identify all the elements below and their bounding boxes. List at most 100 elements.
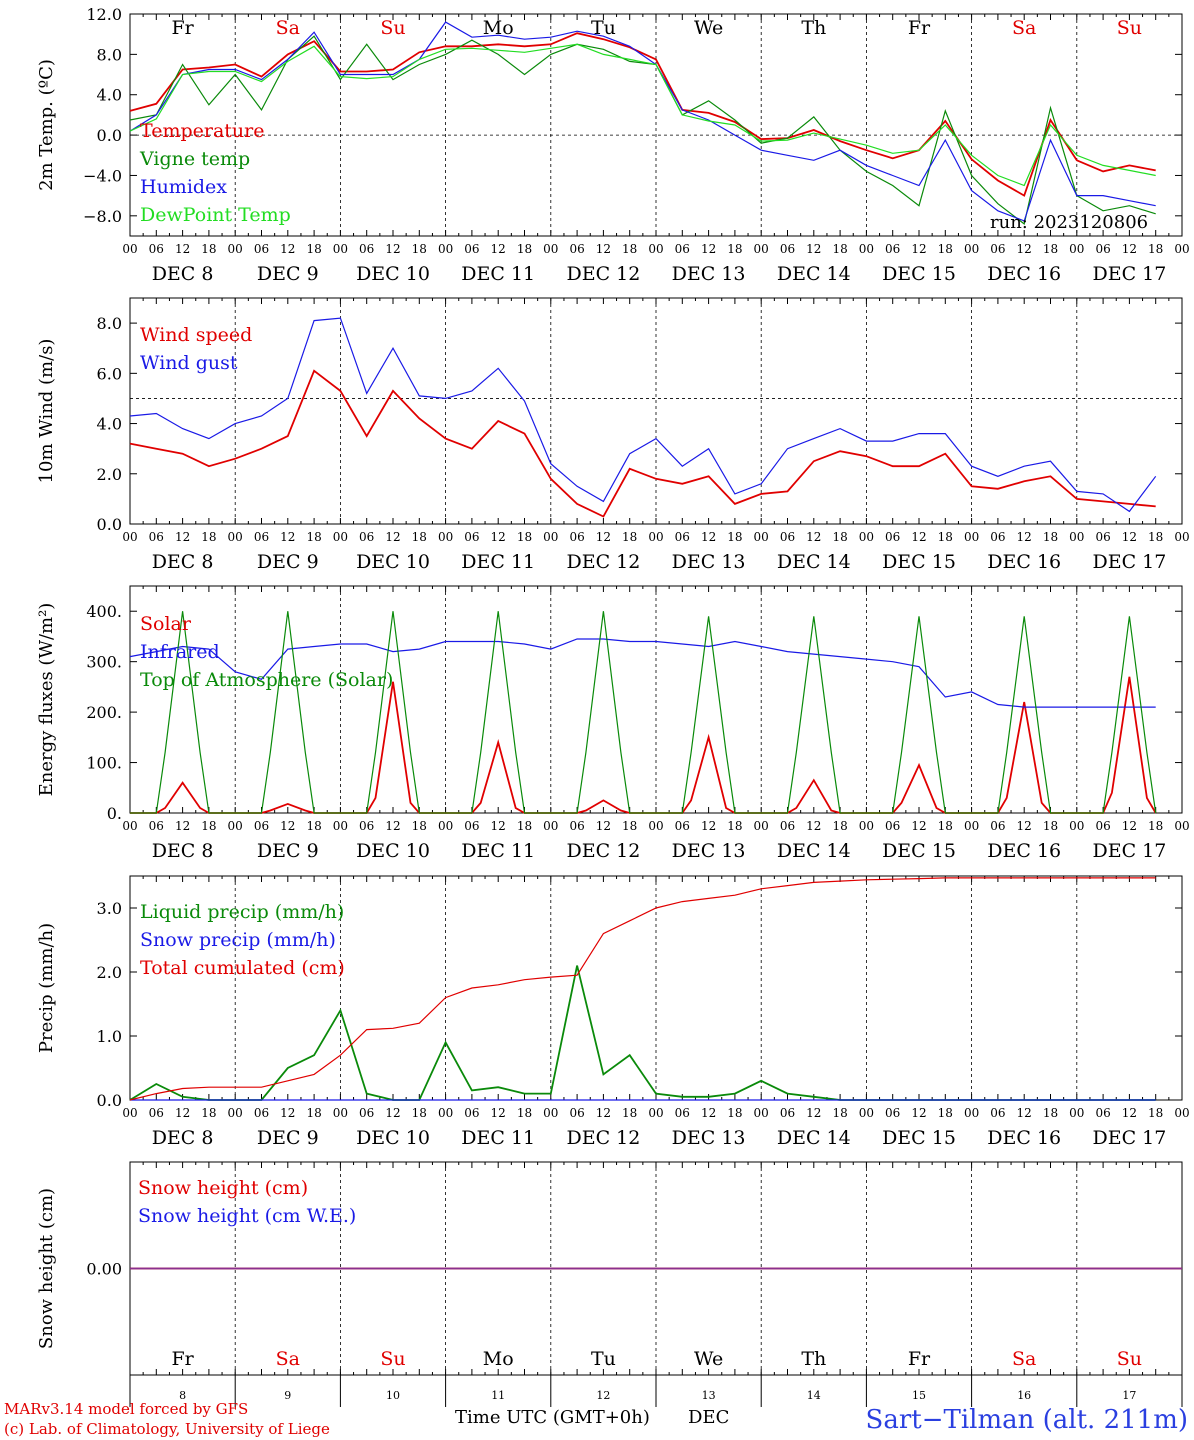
hour-label: 00 [754,1106,769,1120]
hour-label: 18 [832,1106,847,1120]
hour-label: 00 [122,242,137,256]
hour-label: 12 [701,1106,716,1120]
hour-label: 06 [149,530,164,544]
hour-label: 06 [464,242,479,256]
legend-entry: Snow height (cm W.E.) [138,1205,356,1227]
series-line-dewpoint-temp [129,43,1156,187]
hour-label: 06 [569,1106,584,1120]
hour-label: 00 [964,530,979,544]
bottom-day-number: 15 [912,1389,926,1402]
date-label: DEC 14 [777,263,851,285]
hour-label: 06 [885,530,900,544]
hour-label: 18 [201,1106,216,1120]
y-tick-label: 0. [107,804,122,823]
hour-label: 18 [412,819,427,833]
date-label: DEC 15 [882,1127,956,1149]
y-tick-label: 300. [86,653,122,672]
hour-label: 06 [149,1106,164,1120]
hour-label: 12 [1122,530,1137,544]
hour-label: 00 [1174,1106,1189,1120]
bottom-day-number: 8 [179,1389,186,1402]
hour-label: 06 [885,242,900,256]
hour-label: 12 [385,1106,400,1120]
hour-label: 12 [701,530,716,544]
legend-entry: Humidex [140,176,227,198]
date-label: DEC 9 [257,840,319,862]
date-label: DEC 17 [1092,551,1166,573]
hour-label: 06 [675,1106,690,1120]
panel-3: 400. 300. 200. 100. 0. Energy fluxes (W/m²) So… [36,585,1190,862]
hour-label: 00 [228,1106,243,1120]
series-line-top-of-atmosphere-solar- [130,611,1157,814]
hour-label: 12 [806,1106,821,1120]
credit-line-1: MARv3.14 model forced by GFS [4,1400,248,1418]
hour-label: 00 [1174,242,1189,256]
hour-label: 18 [1148,242,1163,256]
bottom-weekday-label: Th [801,1348,826,1370]
hour-label: 06 [464,819,479,833]
y-tick-label: 1.0 [97,1027,122,1046]
hour-label: 18 [832,242,847,256]
hour-label: 18 [1043,242,1058,256]
y-tick-label: 0.00 [86,1260,122,1279]
hour-label: 06 [780,242,795,256]
hour-label: 12 [596,530,611,544]
date-label: DEC 13 [672,1127,746,1149]
date-label: DEC 12 [566,263,640,285]
hour-label: 00 [438,530,453,544]
hour-label: 00 [964,819,979,833]
hour-label: 06 [464,530,479,544]
date-label: DEC 16 [987,840,1061,862]
panel-1: 12.0 8.0 4.0 0.0 −4.0 −8.0 2m Temp. (ºC) Temper… [36,5,1190,285]
date-label: DEC 17 [1092,840,1166,862]
hour-label: 00 [543,242,558,256]
weekday-label: Fr [171,17,194,39]
hour-label: 12 [911,530,926,544]
y-tick-label: −4.0 [83,166,122,185]
legend-entry: Vigne temp [139,148,250,170]
series-line-vigne-temp [129,35,1156,225]
hour-label: 12 [280,1106,295,1120]
hour-label: 00 [543,530,558,544]
hour-label: 12 [911,242,926,256]
hour-label: 12 [1017,1106,1032,1120]
hour-label: 06 [990,242,1005,256]
hour-label: 00 [438,1106,453,1120]
hour-label: 06 [675,819,690,833]
hour-label: 12 [806,530,821,544]
date-label: DEC 11 [461,840,535,862]
hour-label: 12 [1017,819,1032,833]
weekday-label: Su [380,17,405,39]
hour-label: 18 [938,530,953,544]
hour-label: 18 [727,819,742,833]
date-label: DEC 12 [566,840,640,862]
hour-label: 06 [254,819,269,833]
hour-label: 00 [228,242,243,256]
series-line-infrared [129,638,1156,708]
legend-entry: Top of Atmosphere (Solar) [140,669,393,691]
legend-entry: Snow height (cm) [138,1177,308,1199]
legend-entry: Wind speed [140,324,252,346]
hour-label: 12 [1017,242,1032,256]
date-label: DEC 15 [882,263,956,285]
date-label: DEC 11 [461,263,535,285]
hour-label: 06 [1095,242,1110,256]
hour-label: 00 [333,530,348,544]
hour-label: 12 [911,819,926,833]
bottom-day-number: 12 [596,1389,610,1402]
date-label: DEC 8 [152,1127,214,1149]
date-label: DEC 11 [461,1127,535,1149]
bottom-day-number: 17 [1122,1389,1136,1402]
date-label: DEC 11 [461,551,535,573]
hour-label: 06 [990,530,1005,544]
panels: 12.0 8.0 4.0 0.0 −4.0 −8.0 2m Temp. (ºC) Temper… [36,5,1190,1407]
hour-label: 06 [569,530,584,544]
y-tick-label: 400. [86,602,122,621]
hour-label: 00 [754,530,769,544]
bottom-weekday-label: Su [1117,1348,1142,1370]
hour-label: 06 [569,819,584,833]
date-label: DEC 9 [257,1127,319,1149]
station-label: Sart−Tilman (alt. 211m) [866,1405,1188,1435]
hour-label: 18 [306,242,321,256]
